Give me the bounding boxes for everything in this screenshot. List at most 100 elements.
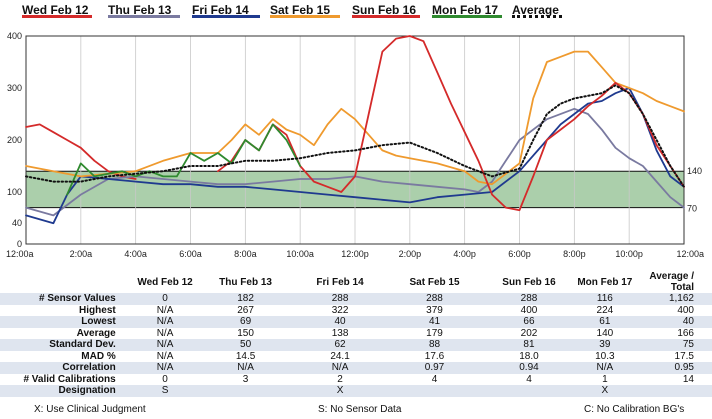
table-cell <box>387 385 482 397</box>
target-lower-label: 70 <box>687 204 697 214</box>
chart-legend: Wed Feb 12 Thu Feb 13 Fri Feb 14 Sat Feb 15… <box>22 3 702 19</box>
statistics-header-row: Wed Feb 12 Thu Feb 13 Fri Feb 14 Sat Feb 15… <box>0 271 712 293</box>
legend-label: Thu Feb 13 <box>108 3 172 17</box>
table-cell: 0 <box>131 293 199 305</box>
table-cell: 288 <box>292 293 388 305</box>
row-label: Designation <box>0 385 132 397</box>
x-tick-label: 12:00a <box>6 249 34 259</box>
table-cell: 182 <box>198 293 293 305</box>
table-cell: N/A <box>198 362 293 374</box>
statistics-table: Wed Feb 12 Thu Feb 13 Fri Feb 14 Sat Feb 15… <box>0 271 712 397</box>
column-header: Fri Feb 14 <box>316 276 364 288</box>
x-tick-label: 2:00a <box>70 249 93 259</box>
legend-swatch <box>352 15 420 18</box>
legend-swatch <box>432 15 502 18</box>
table-row: MAD % N/A 14.5 24.1 17.6 18.0 10.3 17.5 <box>0 351 712 363</box>
table-cell: N/A <box>131 362 199 374</box>
series-line <box>25 84 685 188</box>
table-cell: 379 <box>426 304 443 316</box>
row-label: Lowest <box>0 316 132 328</box>
y-tick-label: 0 <box>17 239 22 249</box>
legend-item: Sun Feb 16 <box>352 3 420 19</box>
legend-swatch <box>192 15 260 18</box>
table-cell <box>481 385 577 397</box>
table-cell: 18.0 <box>519 350 539 362</box>
legend-swatch <box>108 15 180 18</box>
table-cell: N/A <box>156 327 174 339</box>
legend-label: Fri Feb 14 <box>192 3 249 17</box>
table-cell: 138 <box>331 327 349 339</box>
series-line <box>66 123 302 196</box>
legend-swatch <box>270 15 340 18</box>
x-tick-label: 8:00p <box>563 249 586 259</box>
table-row: Standard Dev. N/A 50 62 88 81 39 75 <box>0 339 712 351</box>
table-row: Lowest N/A 69 40 41 66 61 40 <box>0 316 712 328</box>
table-row: Highest N/A 267 322 379 400 224 400 <box>0 305 712 317</box>
row-label: MAD % <box>81 350 116 362</box>
row-label: # Sensor Values <box>0 293 132 305</box>
column-header: Wed Feb 12 <box>137 276 193 288</box>
legend-item: Fri Feb 14 <box>192 3 260 19</box>
table-cell: 0.95 <box>633 362 712 374</box>
table-cell: 166 <box>677 327 694 339</box>
legend-swatch <box>22 15 92 18</box>
table-cell: 10.3 <box>595 350 615 362</box>
table-cell: 1 <box>602 373 608 385</box>
table-cell: 400 <box>677 304 694 316</box>
table-cell: 81 <box>481 339 577 351</box>
key-no-sensor-data: S: No Sensor Data <box>318 404 402 415</box>
table-cell: 66 <box>481 316 577 328</box>
x-tick-label: 10:00a <box>286 249 314 259</box>
x-tick-label: 8:00a <box>234 249 257 259</box>
table-row: Designation S X X <box>0 385 712 397</box>
table-cell: 2 <box>337 373 343 385</box>
table-cell: 288 <box>481 293 577 305</box>
x-tick-label: 12:00p <box>341 249 369 259</box>
table-cell: 322 <box>331 304 349 316</box>
table-cell: 88 <box>387 339 482 351</box>
y-tick-label: 200 <box>7 135 22 145</box>
table-cell: 288 <box>387 293 482 305</box>
table-cell: 50 <box>198 339 293 351</box>
x-tick-label: 4:00p <box>453 249 476 259</box>
legend-label: Sat Feb 15 <box>270 3 331 17</box>
table-cell: 0.94 <box>481 362 577 374</box>
column-header: Thu Feb 13 <box>219 276 272 288</box>
row-label: Average <box>76 327 116 339</box>
table-cell: 4 <box>431 373 438 385</box>
column-header: Average / Total <box>649 271 694 293</box>
column-header: Sat Feb 15 <box>409 276 460 288</box>
x-tick-label: 6:00a <box>179 249 202 259</box>
y-tick-label: 400 <box>7 31 22 41</box>
table-cell: 69 <box>198 316 293 328</box>
table-cell: 202 <box>520 327 538 339</box>
table-cell: 14.5 <box>235 350 256 362</box>
series-line <box>25 87 685 225</box>
table-cell: 62 <box>292 339 388 351</box>
table-cell: 267 <box>237 304 254 316</box>
legend-label: Mon Feb 17 <box>432 3 499 17</box>
legend-item: Mon Feb 17 <box>432 3 502 19</box>
column-header: Mon Feb 17 <box>577 276 633 288</box>
x-tick-label: 6:00p <box>508 249 531 259</box>
table-cell: 1,162 <box>633 293 712 305</box>
table-cell: N/A <box>131 339 199 351</box>
legend-label: Average <box>512 3 559 17</box>
table-cell: 39 <box>576 339 634 351</box>
y-tick-label: 40 <box>12 218 22 228</box>
row-label: Highest <box>79 304 116 316</box>
legend-item: Sat Feb 15 <box>270 3 340 19</box>
table-cell: 14 <box>682 373 694 385</box>
table-cell: 116 <box>576 293 634 305</box>
table-row: Correlation N/A N/A N/A 0.97 0.94 N/A 0.95 <box>0 362 712 374</box>
key-clinical-judgment: X: Use Clinical Judgment <box>34 404 146 415</box>
y-tick-label: 100 <box>7 187 22 197</box>
table-cell: 224 <box>596 304 614 316</box>
glucose-line-chart: 0 40 100 200 300 400 12:00a 2:00a 4:00a 6:00a 8:00… <box>6 31 704 259</box>
table-cell <box>633 385 712 397</box>
key-no-calibration: C: No Calibration BG's <box>584 404 685 415</box>
table-cell: 3 <box>242 373 249 385</box>
series-line <box>25 50 685 186</box>
table-cell: 0.97 <box>387 362 482 374</box>
target-upper-label: 140 <box>687 166 702 176</box>
